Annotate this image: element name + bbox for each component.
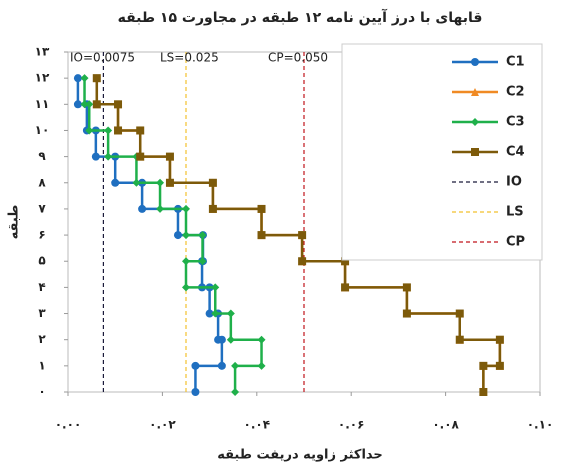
y-tick-label: ۱ [38, 358, 45, 372]
y-tick-label: ۴ [38, 280, 45, 294]
marker [298, 257, 307, 266]
marker [471, 88, 479, 96]
y-tick-label: ۱۳ [35, 45, 50, 59]
legend-label: IO [506, 175, 522, 190]
y-axis-label: طبقه [7, 205, 22, 240]
y-tick-label: ۲ [38, 332, 46, 346]
annotation: IO=0.0075 [70, 51, 135, 65]
legend-label: CP [506, 235, 525, 250]
y-tick-label: ۳ [38, 306, 46, 320]
marker [208, 204, 217, 213]
x-tick-label: ۰.۱۰ [527, 418, 554, 432]
marker [231, 388, 240, 396]
y-tick-label: ۱۲ [35, 71, 50, 85]
marker [495, 361, 504, 370]
marker [191, 388, 200, 396]
marker [211, 283, 220, 292]
y-tick-label: ۵ [38, 254, 45, 268]
marker [80, 100, 89, 109]
x-tick-label: ۰.۰۴ [244, 418, 271, 432]
marker [114, 126, 123, 135]
marker [92, 74, 101, 83]
x-tick-label: ۰.۰۲ [149, 418, 176, 432]
marker [182, 231, 190, 240]
marker [226, 335, 235, 344]
marker [257, 361, 266, 370]
y-tick-label: ۱۱ [35, 97, 50, 111]
marker [73, 100, 82, 109]
marker [471, 118, 479, 126]
marker [111, 178, 120, 187]
marker [104, 152, 113, 161]
marker [205, 309, 214, 318]
y-tick-label: ۶ [38, 228, 45, 242]
y-tick-label: ۱۰ [35, 123, 50, 137]
x-tick-label: ۰.۰۶ [338, 418, 365, 432]
legend-label: LS [506, 205, 524, 220]
legend-label: C2 [506, 85, 525, 100]
marker [91, 152, 100, 161]
marker [85, 126, 94, 135]
y-tick-label: ۷ [38, 201, 46, 215]
marker [182, 283, 190, 292]
annotation: CP=0.050 [268, 51, 328, 65]
marker [479, 388, 488, 396]
legend-label: C3 [506, 115, 525, 130]
marker [80, 74, 89, 83]
marker [156, 204, 165, 213]
x-tick-label: ۰.۰۰ [55, 418, 82, 432]
marker [257, 231, 266, 240]
marker [217, 361, 226, 370]
marker [341, 283, 350, 292]
marker [214, 335, 223, 344]
y-tick-label: ۸ [38, 175, 46, 189]
marker [471, 148, 479, 156]
annotation: LS=0.025 [160, 51, 219, 65]
legend-label: C1 [506, 55, 525, 70]
legend-box [341, 43, 543, 261]
y-tick-label: ۰ [38, 385, 45, 399]
marker [211, 309, 220, 318]
legend-label: C4 [506, 145, 525, 160]
marker [92, 100, 101, 109]
y-tick-label: ۹ [38, 149, 46, 163]
marker [402, 309, 411, 318]
marker [138, 204, 147, 213]
marker [132, 178, 141, 187]
marker [165, 178, 174, 187]
x-tick-label: ۰.۰۸ [432, 418, 459, 432]
marker [173, 231, 182, 240]
chart-title: قابهای با درز آیین نامه ۱۲ طبقه در مجاور… [118, 8, 483, 26]
marker [136, 152, 145, 161]
marker [198, 257, 207, 266]
marker [73, 74, 82, 83]
x-axis-label: حداکثر زاویه دریفت طبقه [217, 448, 383, 463]
marker [455, 335, 464, 344]
marker [471, 58, 479, 66]
